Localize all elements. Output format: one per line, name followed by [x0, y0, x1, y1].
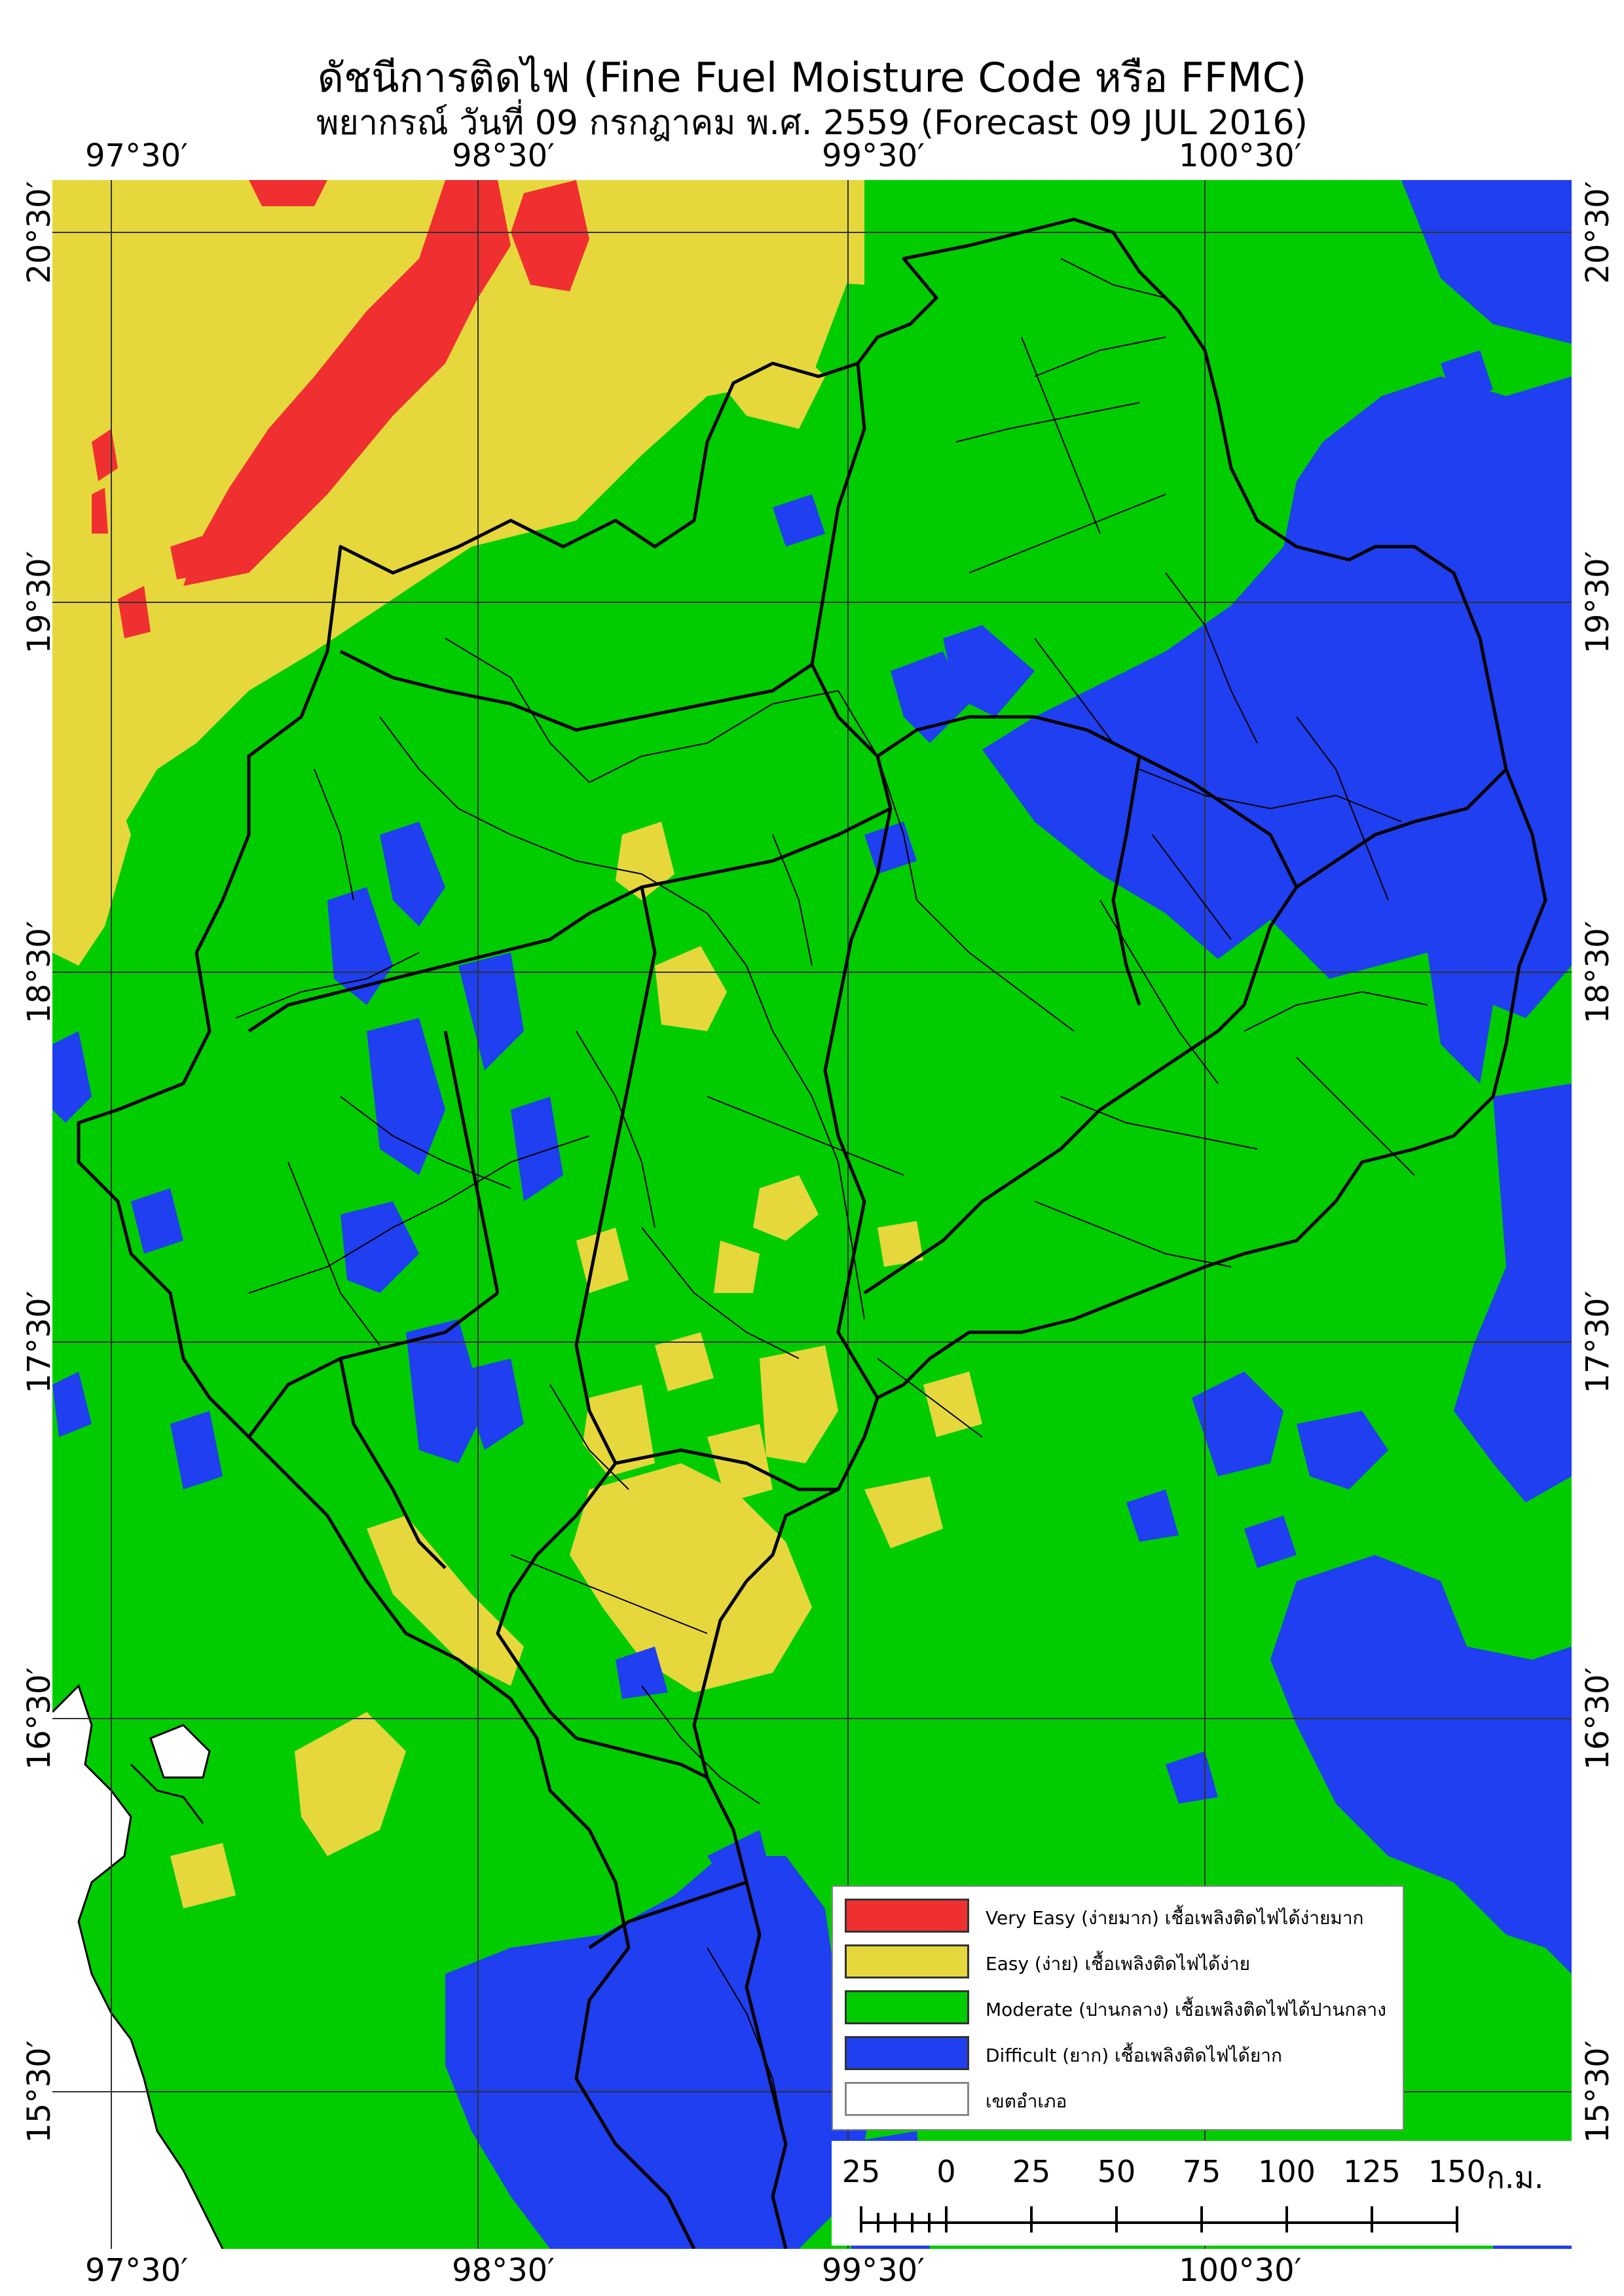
lat-tick-right-5: 16°30′: [1579, 1667, 1616, 1770]
legend-swatch-difficult: [845, 2036, 969, 2070]
lat-tick-right-2: 19°30′: [1579, 551, 1616, 654]
lon-tick-top-1: 97°30′: [85, 137, 189, 174]
scale-label: 50: [1097, 2154, 1136, 2189]
scale-label: 25: [1012, 2154, 1051, 2189]
scale-unit: ก.ม.: [1486, 2160, 1544, 2195]
province-boundaries: [77, 217, 1547, 2249]
legend: Very Easy (ง่ายมาก) เชื้อเพลิงติดไฟได้ง่…: [832, 1886, 1404, 2130]
difficult-regions: [52, 180, 1572, 2249]
lat-tick-right-1: 20°30′: [1579, 181, 1616, 284]
lon-tick-bottom-1: 97°30′: [85, 2252, 189, 2289]
lat-tick-right-4: 17°30′: [1579, 1290, 1616, 1394]
lon-tick-bottom-4: 100°30′: [1179, 2252, 1302, 2289]
lon-tick-top-4: 100°30′: [1179, 137, 1302, 174]
lat-tick-right-6: 15°30′: [1579, 2040, 1616, 2143]
map-title: ดัชนีการติดไฟ (Fine Fuel Moisture Code ห…: [317, 54, 1307, 101]
scale-label: 0: [936, 2154, 956, 2189]
legend-label-very-easy: Very Easy (ง่ายมาก) เชื้อเพลิงติดไฟได้ง่…: [986, 1907, 1364, 1929]
scale-label: 25: [841, 2154, 881, 2189]
legend-swatch-easy: [845, 1944, 969, 1978]
scale-bar-graphic: [860, 2206, 1458, 2232]
legend-label-easy: Easy (ง่าย) เชื้อเพลิงติดไฟได้ง่าย: [986, 1953, 1251, 1975]
scale-bar: 25 0 25 50 75 100 125 150 ก.ม.: [832, 2141, 1572, 2246]
lon-tick-top-3: 99°30′: [822, 137, 925, 174]
scale-label: 100: [1258, 2154, 1316, 2189]
lat-tick-right-3: 18°30′: [1579, 920, 1616, 1024]
scale-label: 125: [1343, 2154, 1401, 2189]
map-subtitle: พยากรณ์ วันที่ 09 กรกฎาคม พ.ศ. 2559 (For…: [316, 103, 1308, 143]
lon-tick-bottom-3: 99°30′: [822, 2252, 925, 2289]
legend-swatch-district: [845, 2082, 969, 2116]
scale-label: 150: [1428, 2154, 1486, 2189]
legend-label-difficult: Difficult (ยาก) เชื้อเพลิงติดไฟได้ยาก: [986, 2045, 1282, 2066]
legend-label-district: เขตอำเภอ: [986, 2090, 1067, 2112]
lon-tick-top-2: 98°30′: [452, 137, 555, 174]
legend-swatch-very-easy: [845, 1899, 969, 1933]
coastline: [52, 1684, 224, 2249]
scale-label: 75: [1182, 2154, 1221, 2189]
legend-label-moderate: Moderate (ปานกลาง) เชื้อเพลิงติดไฟได้ปาน…: [986, 1999, 1386, 2020]
ffmc-map: [52, 180, 1572, 2249]
easy-regions: [52, 180, 982, 1908]
legend-swatch-moderate: [845, 1990, 969, 2024]
very-easy-regions: [92, 180, 589, 638]
lon-tick-bottom-2: 98°30′: [452, 2252, 555, 2289]
